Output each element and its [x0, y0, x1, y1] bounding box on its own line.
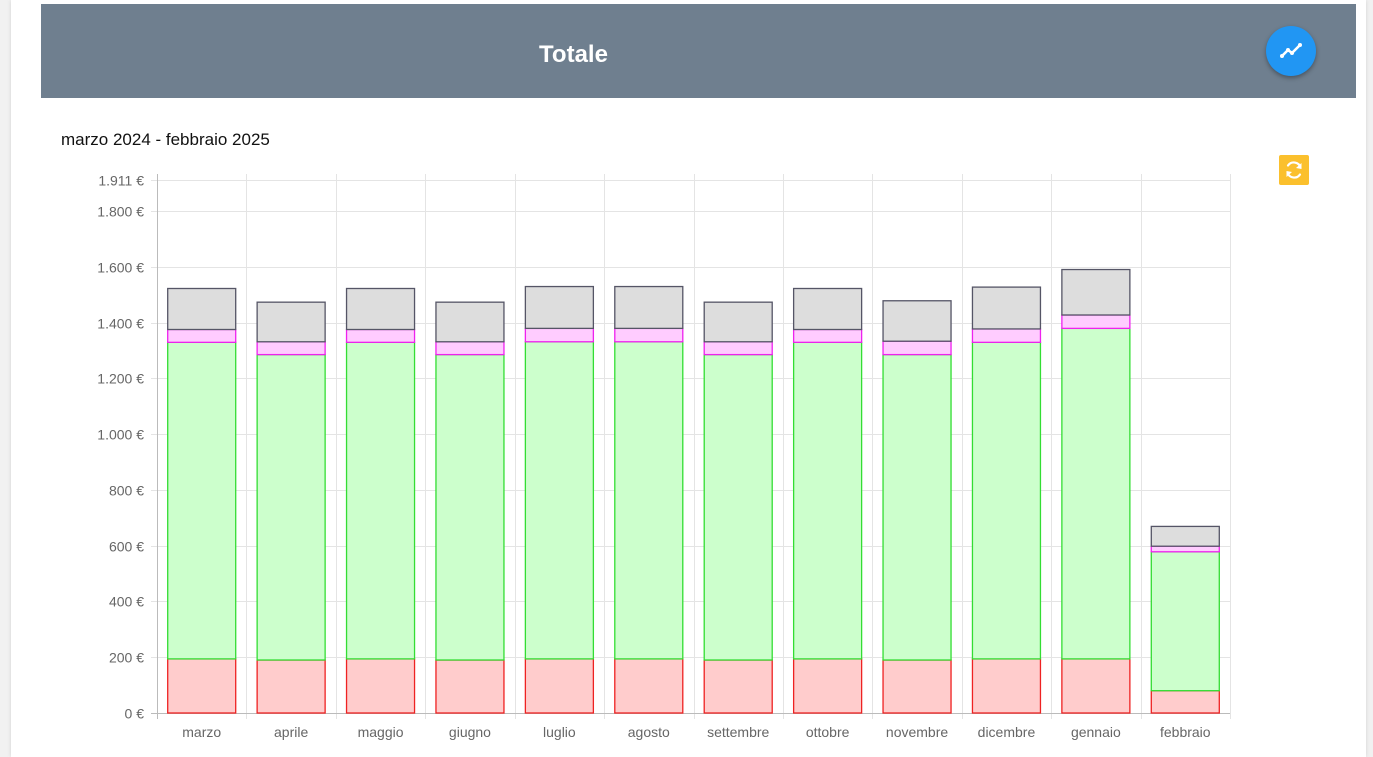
bar-segment-4: [882, 300, 952, 342]
bar-segment-4: [703, 301, 773, 343]
bar-segment-2: [792, 341, 863, 660]
refresh-button[interactable]: [1279, 155, 1309, 185]
x-tick-label: gennaio: [1071, 724, 1121, 740]
bar-segment-4: [614, 285, 684, 330]
y-tick-label: 1.800 €: [97, 204, 144, 220]
bar-segment-3: [1150, 545, 1220, 553]
y-tick-label: 1.000 €: [97, 427, 144, 443]
x-tick-label: agosto: [628, 724, 670, 740]
bar-segment-1: [882, 659, 952, 714]
bar-segment-1: [971, 658, 1042, 714]
bar-segment-4: [167, 287, 237, 331]
x-tick-label: ottobre: [806, 724, 850, 740]
bar-segment-3: [435, 341, 505, 356]
y-tick-label: 1.911 €: [98, 173, 144, 189]
y-tick-label: 200 €: [109, 650, 144, 666]
bar-segment-1: [256, 659, 326, 714]
trend-chart-button[interactable]: [1266, 26, 1316, 76]
bar-segment-1: [524, 658, 595, 714]
bar-segment-3: [792, 328, 863, 343]
y-tick-label: 600 €: [109, 539, 144, 555]
x-tick-label: novembre: [886, 724, 948, 740]
x-tick-label: dicembre: [978, 724, 1036, 740]
bar-segment-3: [524, 327, 595, 343]
x-tick-label: giugno: [449, 724, 491, 740]
bar-segment-1: [1150, 690, 1220, 714]
bar-segment-1: [614, 658, 684, 714]
bar-segment-2: [703, 353, 773, 661]
bar-segment-4: [1150, 525, 1220, 547]
bar-segment-1: [345, 658, 416, 714]
page-title: Totale: [539, 41, 608, 68]
period-label: marzo 2024 - febbraio 2025: [61, 130, 270, 149]
bar-segment-1: [435, 659, 505, 714]
bar-segment-1: [792, 658, 863, 714]
bar-segment-3: [345, 328, 416, 343]
bar-segment-4: [1061, 268, 1131, 316]
bar-segment-3: [256, 341, 326, 356]
bar-segment-4: [971, 286, 1042, 330]
bar-segment-4: [524, 285, 595, 330]
bar-segment-4: [345, 287, 416, 331]
bar-segment-3: [1061, 314, 1131, 330]
bar-segment-2: [167, 341, 237, 660]
bar-segment-2: [345, 341, 416, 660]
bar-segment-3: [882, 340, 952, 356]
x-tick-label: marzo: [182, 724, 221, 740]
bar-segment-2: [524, 341, 595, 660]
bar-segment-3: [971, 328, 1042, 343]
bar-segment-3: [167, 328, 237, 343]
bar-segment-2: [882, 353, 952, 661]
bar-segment-1: [167, 658, 237, 714]
bar-segment-4: [435, 301, 505, 343]
bar-segment-4: [256, 301, 326, 343]
x-tick-label: febbraio: [1160, 724, 1211, 740]
refresh-icon: [1286, 161, 1302, 179]
y-tick-label: 0 €: [125, 706, 145, 722]
x-tick-label: maggio: [358, 724, 404, 740]
bar-segment-2: [971, 341, 1042, 660]
y-tick-label: 400 €: [109, 594, 144, 610]
bar-segment-2: [1061, 327, 1131, 660]
bar-segment-4: [792, 287, 863, 331]
x-tick-label: luglio: [543, 724, 576, 740]
bar-segment-2: [435, 353, 505, 661]
bar-segment-1: [703, 659, 773, 714]
header-bar: Totale: [41, 4, 1356, 98]
trending-line-icon: [1280, 43, 1302, 58]
bar-segment-1: [1061, 658, 1131, 714]
y-tick-label: 1.400 €: [97, 316, 144, 332]
y-tick-label: 1.600 €: [97, 260, 144, 276]
bar-segment-2: [1150, 551, 1220, 692]
bar-segment-3: [703, 341, 773, 356]
bar-segment-3: [614, 327, 684, 343]
bar-segment-2: [256, 353, 326, 661]
x-tick-label: aprile: [274, 724, 308, 740]
x-tick-label: settembre: [707, 724, 769, 740]
y-tick-label: 800 €: [109, 483, 144, 499]
y-tick-label: 1.200 €: [97, 371, 144, 387]
bar-segment-2: [614, 341, 684, 660]
